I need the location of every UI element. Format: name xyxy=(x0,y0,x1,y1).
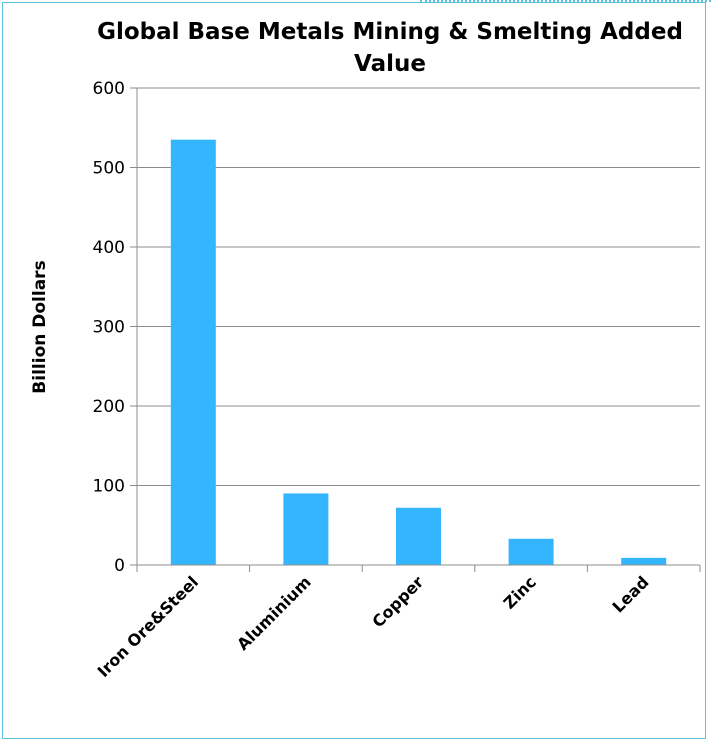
y-tick-label: 100 xyxy=(93,477,125,497)
bars xyxy=(170,139,667,566)
bar-iron-ore-steel xyxy=(170,139,216,566)
x-tick-label: Zinc xyxy=(500,572,540,612)
bar-zinc xyxy=(508,538,554,565)
x-tick-label: Iron Ore&Steel xyxy=(94,572,203,681)
y-tick-label: 500 xyxy=(93,159,125,179)
y-tick-label: 200 xyxy=(93,397,125,417)
bar-aluminium xyxy=(283,493,329,565)
y-tick-label: 300 xyxy=(93,318,125,338)
y-tick-label: 400 xyxy=(93,238,125,258)
frame-dotted-edge xyxy=(420,0,711,5)
x-tick-label: Aluminium xyxy=(233,572,315,654)
x-tick-label: Lead xyxy=(608,572,652,616)
y-tick-label: 600 xyxy=(93,79,125,99)
y-tick-label: 0 xyxy=(114,556,125,576)
bar-lead xyxy=(621,557,667,565)
gridlines xyxy=(137,87,700,486)
x-tick-label: Copper xyxy=(368,572,427,631)
axes xyxy=(130,87,701,572)
chart-title: Global Base Metals Mining & Smelting Add… xyxy=(97,19,683,77)
bar-copper xyxy=(396,507,441,565)
